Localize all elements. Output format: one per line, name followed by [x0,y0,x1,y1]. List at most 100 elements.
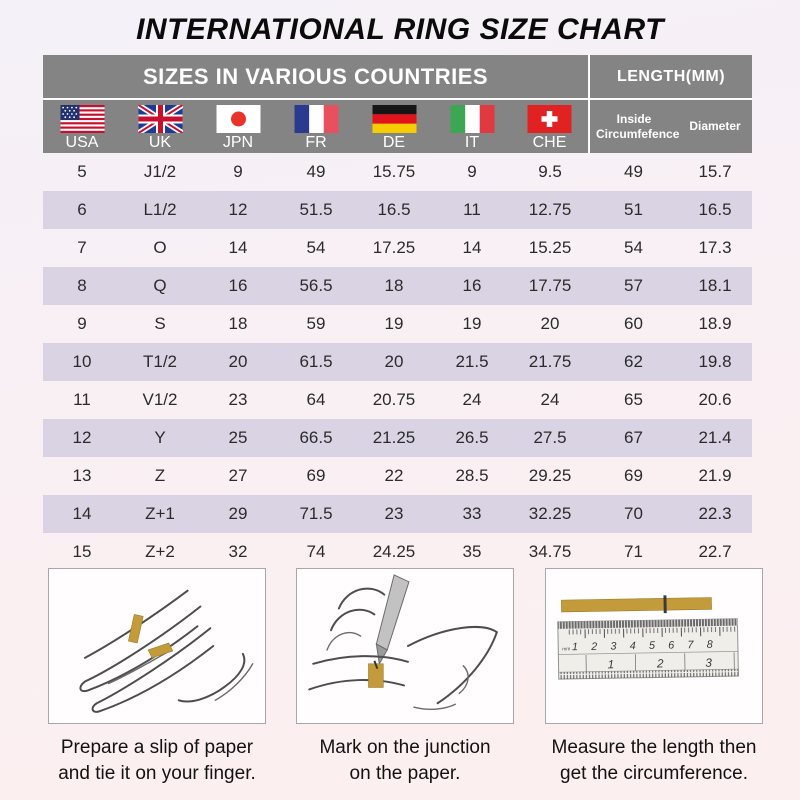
table-cell: 71.5 [299,504,333,523]
svg-text:5: 5 [649,640,656,652]
table-cell: 15.25 [528,238,572,257]
table-cell: 22.7 [698,542,732,561]
table-cell: 56.5 [299,276,333,295]
table-cell: 67 [624,428,643,447]
table-cell: 15.75 [372,162,416,181]
table-cell: 18.9 [698,314,732,333]
table-cell: 25 [228,428,248,447]
table-cell: 34.75 [528,542,572,561]
table-cell: 49 [306,162,326,181]
table-cell: 15 [72,542,92,561]
column-header-diameter: Diameter [678,99,753,153]
table-row: 14 Z+1 29 71.5 23 33 32.25 70 22.3 [43,495,753,533]
flag-japan-icon [216,104,261,133]
header-sizes-in-various-countries: SIZES IN VARIOUS COUNTRIES [43,55,591,100]
hand-with-paper-strip-illustration [79,589,254,713]
table-cell: Q [153,276,167,295]
svg-text:mm: mm [562,647,570,652]
table-cell: 12.75 [528,200,572,219]
flag-switzerland-icon [527,104,572,133]
table-cell: Y [154,428,166,447]
page-title: INTERNATIONAL RING SIZE CHART [136,13,664,46]
table-cell: T1/2 [142,352,178,371]
table-cell: 20.6 [698,390,732,409]
column-header-inside-circumference: Inside Circumfefence [589,99,679,153]
table-cell: 51 [624,200,643,219]
table-row: 11 V1/2 23 64 20.75 24 24 65 20.6 [43,381,752,419]
column-header-it: IT [433,99,511,153]
flag-france-icon [294,104,339,133]
table-cell: 9 [467,162,477,181]
table-row: 15 Z+2 32 74 24.25 35 34.75 71 22.7 [43,533,752,571]
table-cell: 11 [73,390,91,409]
column-header-fr: FR [277,99,355,153]
table-cell: L1/2 [143,200,177,219]
ring-size-table: SIZES IN VARIOUS COUNTRIES LENGTH(MM) [43,55,753,571]
table-cell: Z+1 [145,504,175,523]
table-cell: 23 [228,390,248,409]
country-code-label: IT [464,133,480,151]
table-cell: 17.25 [372,238,416,257]
table-cell: 21.4 [698,428,732,447]
caption-line: and tie it on your finger. [58,763,256,784]
table-cell: 29 [228,504,248,523]
instruction-box-mark-junction [296,568,514,724]
table-cell: 5 [77,162,87,181]
country-code-label: DE [382,133,406,151]
marking-pen-on-finger-illustration [308,574,498,710]
table-cell: 62 [624,352,643,371]
header-length-mm: LENGTH(MM) [589,55,753,100]
table-cell: 21.5 [455,352,489,371]
table-cell: 12 [228,200,248,219]
table-cell: 69 [624,466,643,485]
table-cell: 9 [233,162,243,181]
svg-text:8: 8 [707,639,713,651]
flag-uk-icon [137,104,183,133]
table-row: 7 O 14 54 17.25 14 15.25 54 17.3 [43,229,752,267]
table-cell: 14 [462,238,482,257]
table-cell: 64 [306,390,326,409]
table-cell: 23 [384,504,404,523]
column-header-uk: UK [121,99,199,153]
table-cell: 24 [540,390,560,409]
country-code-label: USA [65,133,99,151]
table-row: 13 Z 27 69 22 28.5 29.25 69 21.9 [43,457,752,495]
table-cell: 16.5 [377,200,411,219]
paper-strip-mark [663,595,667,614]
svg-text:2: 2 [656,656,664,670]
table-cell: 69 [306,466,326,485]
table-cell: 54 [306,238,326,257]
table-cell: 14 [228,238,248,257]
table-cell: 10 [72,352,92,371]
table-cell: 22 [384,466,404,485]
country-code-label: CHE [532,133,567,151]
country-code-label: JPN [222,133,254,151]
table-cell: Z [154,466,166,485]
table-cell: 27 [228,466,248,485]
table-cell: 18 [384,276,404,295]
column-header-de: DE [355,99,433,153]
table-row: 5 J1/2 9 49 15.75 9 9.5 49 15.7 [43,153,752,191]
table-cell: 8 [77,276,87,295]
size-table-body: 5 J1/2 9 49 15.75 9 9.5 49 15.7 6 L1/2 12 51.5 16.5 11… [43,153,753,571]
table-cell: 60 [624,314,643,333]
paper-strip [561,597,712,613]
table-cell: 51.5 [299,200,333,219]
table-cell: 21.25 [372,428,416,447]
table-cell: 17.3 [698,238,732,257]
table-cell: 33 [462,504,482,523]
svg-text:4: 4 [630,640,636,652]
table-cell: 16.5 [698,200,732,219]
table-cell: V1/2 [142,390,178,409]
table-cell: 12 [72,428,92,447]
table-cell: 49 [624,162,643,181]
table-cell: 7 [77,238,87,257]
table-cell: S [154,314,166,333]
svg-text:3: 3 [705,656,712,670]
table-cell: 66.5 [299,428,333,447]
table-cell: 20 [384,352,404,371]
caption-line: on the paper. [349,763,461,784]
table-cell: Z+2 [145,542,175,561]
table-cell: 16 [462,276,482,295]
caption-line: get the circumference. [560,763,748,784]
